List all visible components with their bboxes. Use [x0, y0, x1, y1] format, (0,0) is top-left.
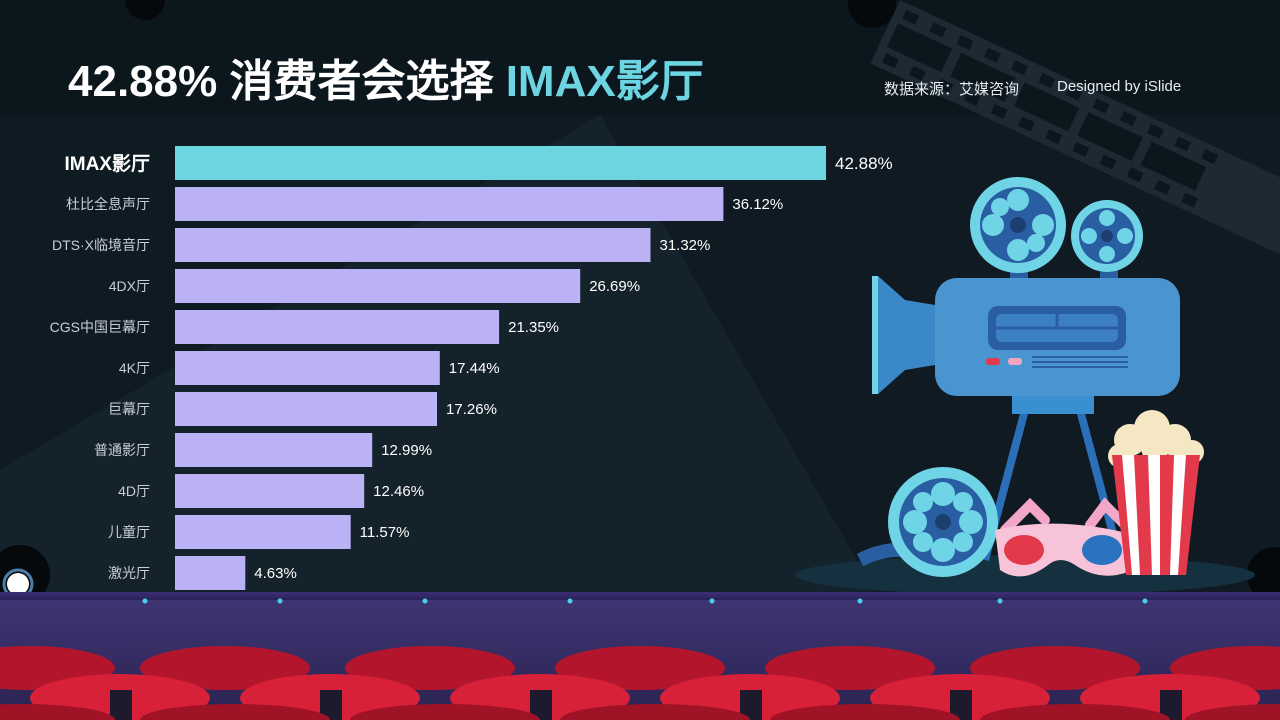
bar-1 — [175, 187, 724, 221]
bar-3 — [175, 269, 581, 303]
value-label-2: 31.32% — [659, 237, 710, 254]
title-accent: IMAX影厅 — [505, 57, 704, 106]
value-label-7: 12.99% — [381, 442, 432, 459]
bar-4 — [175, 310, 500, 344]
category-label-3: 4DX厅 — [109, 278, 150, 294]
category-label-2: DTS·X临境音厅 — [52, 237, 150, 253]
stage-edge — [0, 592, 1280, 600]
bar-chart: IMAX影厅 42.88% 杜比全息声厅 36.12% DTS·X临境音厅 31.32% 4… — [50, 146, 893, 590]
page-title: 42.88% 消费者会选择 IMAX影厅 — [68, 52, 704, 112]
data-source-label: 数据来源：艾媒咨询 — [884, 81, 1020, 98]
category-label-5: 4K厅 — [119, 360, 150, 376]
category-label-4: CGS中国巨幕厅 — [50, 319, 150, 335]
bar-9 — [175, 515, 351, 549]
bar-8 — [175, 474, 365, 508]
value-label-1: 36.12% — [732, 196, 783, 213]
title-prefix: 42.88% 消费者会选择 — [68, 57, 506, 106]
value-label-6: 17.26% — [446, 401, 497, 418]
category-label-6: 巨幕厅 — [108, 401, 150, 417]
value-label-3: 26.69% — [589, 278, 640, 295]
value-label-0: 42.88% — [835, 154, 893, 173]
value-label-9: 11.57% — [360, 524, 410, 541]
bar-10 — [175, 556, 246, 590]
category-label-9: 儿童厅 — [108, 524, 150, 540]
category-label-0: IMAX影厅 — [64, 153, 150, 175]
designed-by-label: Designed by iSlide — [1057, 78, 1182, 95]
value-label-4: 21.35% — [508, 319, 559, 336]
bar-6 — [175, 392, 437, 426]
bar-2 — [175, 228, 651, 262]
bar-7 — [175, 433, 373, 467]
category-label-7: 普通影厅 — [94, 442, 150, 458]
bar-0 — [175, 146, 826, 180]
value-label-5: 17.44% — [449, 360, 500, 377]
category-label-1: 杜比全息声厅 — [66, 196, 150, 212]
bar-5 — [175, 351, 440, 385]
category-label-10: 激光厅 — [108, 565, 150, 581]
category-label-8: 4D厅 — [118, 483, 150, 499]
value-label-8: 12.46% — [373, 483, 424, 500]
value-label-10: 4.63% — [254, 565, 297, 582]
